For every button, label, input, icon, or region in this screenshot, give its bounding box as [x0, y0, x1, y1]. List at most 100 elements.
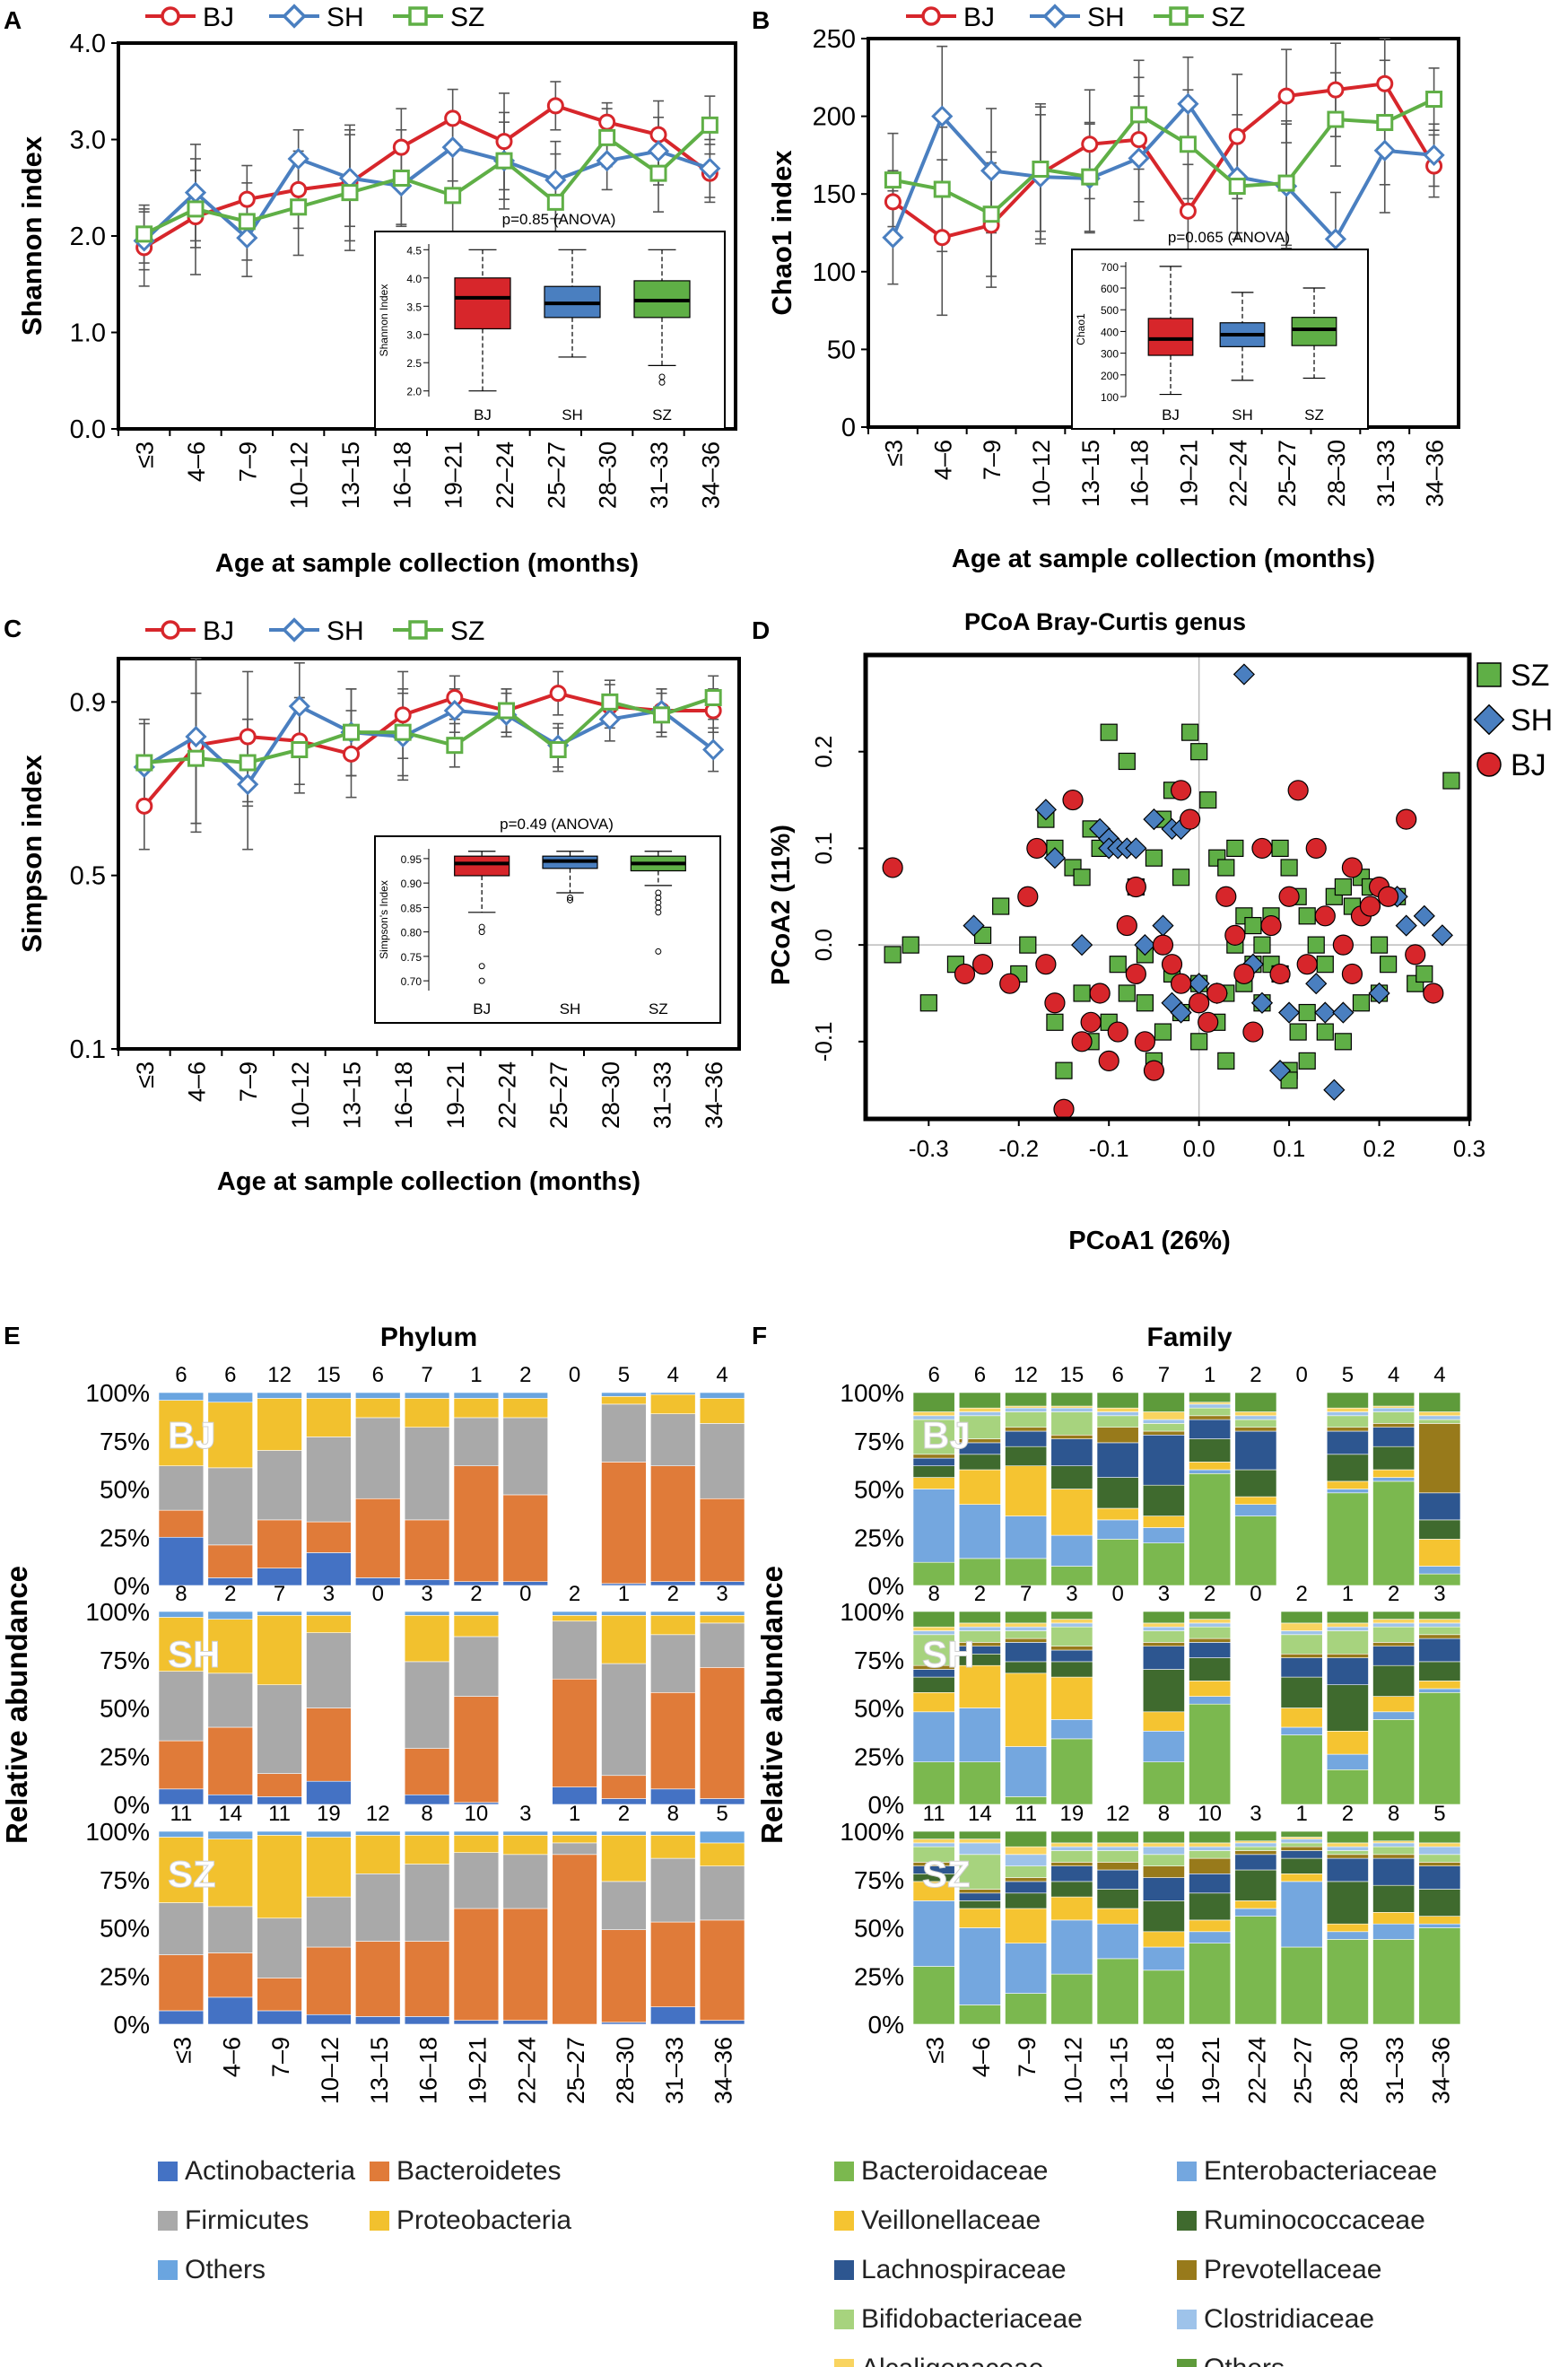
inset-y-tick-label: 100	[1101, 391, 1119, 404]
legend-label-Bifidobacteriaceae: Bifidobacteriaceae	[861, 2304, 1083, 2334]
y-tick-label: 25%	[854, 1962, 904, 1990]
bar-segment-Bifidobacteriaceae	[1372, 1411, 1416, 1424]
y-tick-label: 0%	[868, 1572, 904, 1600]
bar-segment-Lachnospiraceae	[1326, 1857, 1369, 1882]
scatter-point-SZ	[1271, 839, 1289, 858]
scatter-point-BJ	[1215, 886, 1237, 907]
x-tick-label: 10–12	[286, 441, 313, 509]
bar-segment-Others	[958, 1611, 1001, 1624]
bar-segment-Bacteroidaceae	[1142, 1970, 1185, 2025]
bar-segment-Bacteroidetes	[207, 1726, 253, 1795]
bar-segment-Bacteroidaceae	[1280, 1734, 1323, 1805]
data-point-BJ	[598, 113, 616, 131]
sample-count: 2	[618, 1802, 630, 1826]
scatter-point-SH	[1431, 924, 1453, 947]
data-point-BJ	[343, 745, 360, 763]
bar-segment-Firmicutes	[355, 1874, 401, 1942]
scatter-point-SH	[1170, 1001, 1192, 1024]
bar-segment-Bifidobacteriaceae	[1418, 1626, 1461, 1636]
bar-segment-Enterobacteriaceae	[958, 1927, 1001, 2005]
bar-segment-Enterobacteriaceae	[1005, 1746, 1048, 1797]
legend-marker-SH	[282, 617, 307, 642]
sample-count: 1	[1342, 1582, 1354, 1606]
scatter-point-BJ	[1062, 789, 1084, 811]
bar-segment-Veillonellaceae	[1189, 1462, 1232, 1471]
bar-segment-Clostridiaceae	[1418, 1622, 1461, 1628]
scatter-point-BJ	[1233, 963, 1255, 985]
data-point-BJ	[884, 193, 902, 211]
data-point-BJ	[649, 126, 667, 144]
bar-segment-Lachnospiraceae	[1189, 1642, 1232, 1658]
scatter-point-BJ	[999, 973, 1021, 994]
bar-segment-Lachnospiraceae	[1142, 1877, 1185, 1901]
group-label-BJ: BJ	[168, 1414, 216, 1456]
bar-segment-Bacteroidetes	[502, 1494, 548, 1582]
data-point-SH	[1324, 228, 1347, 250]
bar-segment-Ruminococcaceae	[1280, 1857, 1323, 1874]
bar-segment-Ruminococcaceae	[958, 1900, 1001, 1909]
data-point-BJ	[1277, 87, 1295, 105]
x-tick-label: 31–33	[646, 441, 673, 509]
bar-segment-Prevotellaceae	[1280, 1846, 1323, 1851]
inset-outlier	[478, 963, 485, 970]
x-tick-label: 7–9	[267, 2037, 294, 2077]
sample-count: 11	[1015, 1802, 1037, 1826]
bar-segment-Clostridiaceae	[1142, 1419, 1185, 1424]
bar-segment-Veillonellaceae	[1326, 1731, 1369, 1755]
bar-segment-Proteobacteria	[601, 1835, 647, 1882]
bar-segment-Bifidobacteriaceae	[1234, 1419, 1277, 1428]
scatter-point-SZ	[1316, 956, 1334, 974]
scatter-point-BJ	[1170, 780, 1192, 801]
bar-segment-Ruminococcaceae	[1418, 1519, 1461, 1540]
scatter-point-SH	[1332, 1001, 1355, 1024]
scatter-point-SZ	[1055, 1061, 1073, 1079]
inset-boxplot-A: p=0.85 (ANOVA) 2.0 2.5 3.0 3.5 4.0 4.5 Shannon …	[374, 211, 726, 430]
x-tick-label: 16–18	[415, 2037, 442, 2104]
data-point-BJ	[1228, 127, 1246, 145]
bar-segment-Alcaligenaceae	[1096, 1407, 1139, 1412]
bar-segment-Alcaligenaceae	[1005, 1846, 1048, 1856]
bar-segment-Others	[552, 1830, 597, 1836]
bar-segment-Others	[355, 1830, 401, 1836]
data-point-SZ	[291, 741, 309, 758]
bar-segment-Veillonellaceae	[958, 1469, 1001, 1506]
data-point-SH	[931, 105, 954, 127]
bar-segment-Enterobacteriaceae	[912, 1711, 955, 1763]
bar-segment-Others	[158, 1392, 205, 1401]
scatter-point-SZ	[1109, 956, 1127, 974]
bar-segment-Alcaligenaceae	[1142, 1622, 1185, 1628]
legend-marker-BJ	[1477, 752, 1502, 777]
data-point-BJ	[1130, 131, 1148, 149]
scatter-point-SZ	[1352, 994, 1371, 1012]
legend-label-SH: SH	[327, 616, 364, 646]
bar-segment-Clostridiaceae	[912, 1842, 955, 1847]
scatter-point-BJ	[1332, 934, 1354, 956]
y-tick-label: 75%	[854, 1866, 904, 1894]
bar-segment-Others	[355, 1392, 401, 1399]
legend-label-BJ: BJ	[203, 3, 234, 32]
data-point-SZ	[135, 225, 153, 243]
scatter-point-SZ	[1298, 907, 1316, 925]
bar-segment-Firmicutes	[699, 1622, 745, 1668]
bar-segment-Others	[1234, 1830, 1277, 1842]
bar-segment-Others	[912, 1830, 955, 1839]
bar-segment-Proteobacteria	[404, 1398, 450, 1428]
data-point-SZ	[392, 170, 410, 187]
bar-segment-Bacteroidetes	[601, 1775, 647, 1799]
group-label-SZ: SZ	[922, 1853, 971, 1895]
x-axis-label: Age at sample collection (months)	[952, 545, 1375, 573]
bar-segment-Actinobacteria	[158, 1536, 205, 1586]
bar-segment-Bacteroidetes	[404, 1519, 450, 1580]
legend-label-SZ: SZ	[1211, 3, 1245, 32]
bar-segment-Alcaligenaceae	[912, 1839, 955, 1844]
bar-segment-Firmicutes	[257, 1684, 302, 1774]
sample-count: 2	[667, 1582, 679, 1606]
bar-segment-Firmicutes	[257, 1450, 302, 1521]
sample-count: 8	[1158, 1802, 1170, 1826]
data-point-SH	[288, 695, 310, 718]
bar-segment-Ruminococcaceae	[1326, 1881, 1369, 1925]
bar-segment-Bacteroidaceae	[912, 1761, 955, 1805]
x-tick-label: ≤3	[169, 2037, 196, 2064]
inset-y-label: Simpson's Index	[378, 880, 390, 959]
scatter-point-SH	[1034, 799, 1057, 821]
